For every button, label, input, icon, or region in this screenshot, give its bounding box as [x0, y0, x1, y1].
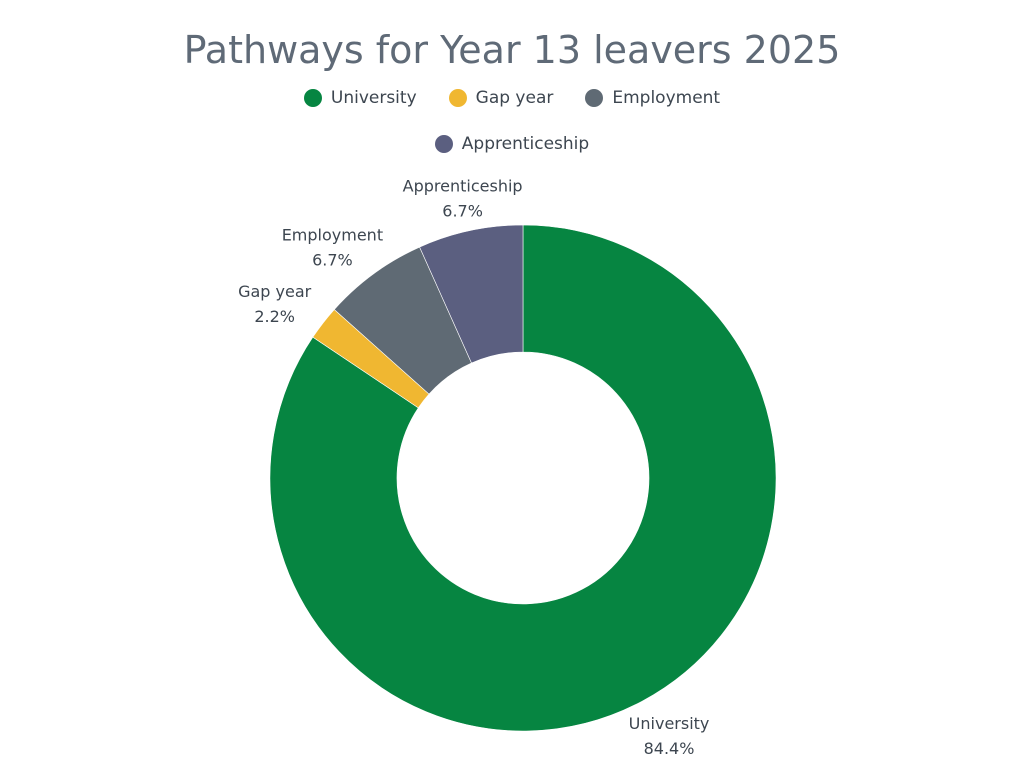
legend-item-gap-year[interactable]: Gap year	[448, 88, 554, 108]
legend-item-apprenticeship[interactable]: Apprenticeship	[434, 134, 590, 154]
slice-label-gap-year: Gap year 2.2%	[238, 282, 312, 326]
legend-swatch-apprenticeship	[434, 135, 453, 153]
legend-label-apprenticeship: Apprenticeship	[461, 134, 590, 154]
slice-label-employment: Employment 6.7%	[282, 226, 383, 270]
legend-label-employment: Employment	[612, 88, 721, 108]
slice-label-university: University 84.4%	[629, 714, 710, 758]
legend-row-2: Apprenticeship	[0, 132, 1024, 156]
legend-item-university[interactable]: University	[303, 88, 417, 108]
legend-label-gap-year: Gap year	[475, 88, 554, 108]
legend-swatch-university	[303, 89, 322, 107]
slice-label-name-university: University	[629, 714, 710, 733]
slice-label-value-university: 84.4%	[644, 739, 695, 758]
legend-row-1: University Gap year Employment	[0, 86, 1024, 110]
slice-label-apprenticeship: Apprenticeship 6.7%	[403, 176, 523, 220]
legend-swatch-employment	[585, 89, 604, 107]
slice-university[interactable]	[269, 224, 777, 732]
legend-swatch-gap-year	[448, 89, 467, 107]
slice-label-value-apprenticeship: 6.7%	[442, 201, 483, 220]
slice-label-value-gap-year: 2.2%	[254, 307, 295, 326]
slice-label-name-employment: Employment	[282, 226, 383, 245]
legend-label-university: University	[330, 88, 417, 108]
legend-item-employment[interactable]: Employment	[585, 88, 720, 108]
slice-label-name-gap-year: Gap year	[238, 282, 312, 301]
slice-label-value-employment: 6.7%	[312, 251, 353, 270]
slice-label-name-apprenticeship: Apprenticeship	[403, 176, 523, 195]
chart-title: Pathways for Year 13 leavers 2025	[183, 28, 841, 72]
slice-apprenticeship[interactable]	[419, 224, 524, 364]
